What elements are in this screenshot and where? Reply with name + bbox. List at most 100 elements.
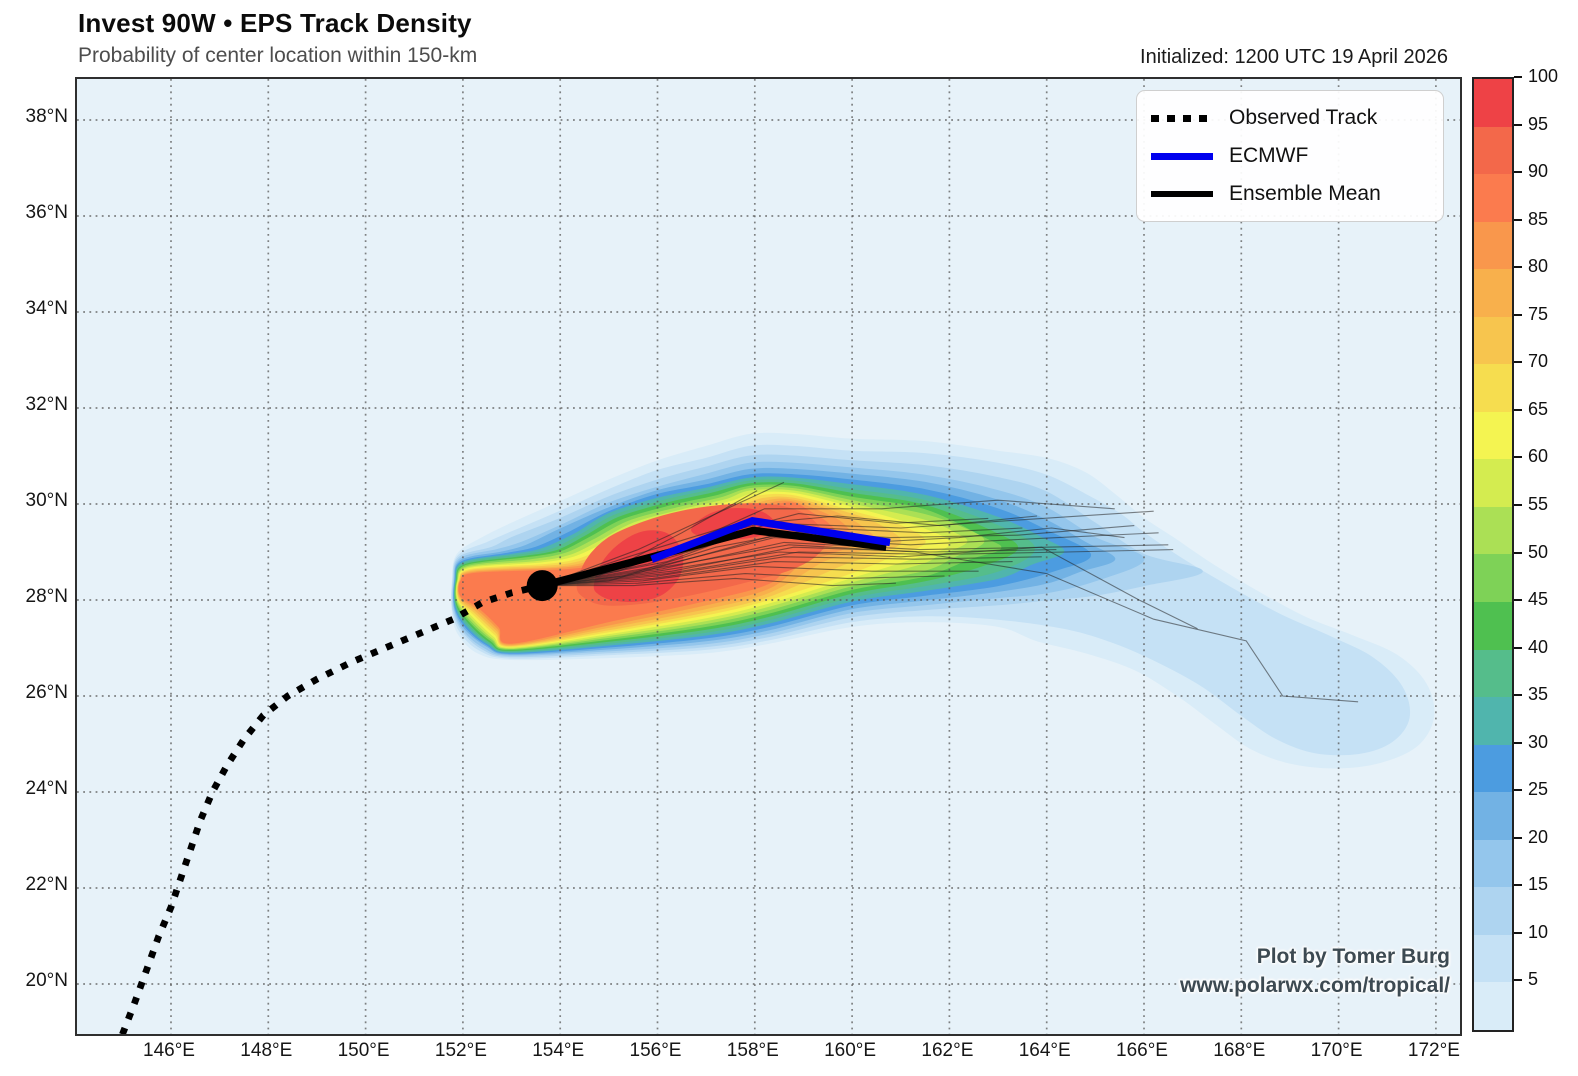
- x-axis-tick-label: 158°E: [726, 1040, 779, 1061]
- x-axis-tick-label: 154°E: [532, 1040, 585, 1061]
- y-axis-tick-label: 20°N: [25, 970, 68, 991]
- x-axis-tick-label: 170°E: [1310, 1040, 1363, 1061]
- attribution: Plot by Tomer Burg www.polarwx.com/tropi…: [1180, 942, 1450, 1000]
- colorbar-segment: [1474, 887, 1512, 935]
- observed-track-line-icon: [1151, 114, 1213, 122]
- colorbar-tick-label: 40: [1528, 636, 1549, 657]
- colorbar-tick: [1514, 741, 1522, 744]
- x-axis-tick-label: 148°E: [240, 1040, 293, 1061]
- colorbar-tick-label: 5: [1528, 969, 1539, 990]
- colorbar-segment: [1474, 411, 1512, 460]
- colorbar-segment: [1474, 744, 1512, 793]
- initialization-timestamp: Initialized: 1200 UTC 19 April 2026: [1140, 46, 1448, 68]
- colorbar-segment: [1474, 934, 1512, 983]
- page-subtitle: Probability of center location within 15…: [78, 44, 478, 67]
- colorbar-tick: [1514, 646, 1522, 649]
- x-axis-tick-label: 164°E: [1018, 1040, 1071, 1061]
- ensemble-member-track: [542, 549, 1174, 587]
- ensemble-member-track: [542, 515, 1038, 587]
- colorbar-tick: [1514, 408, 1522, 411]
- ecmwf-line-icon: [1151, 152, 1213, 160]
- colorbar-tick-label: 75: [1528, 303, 1549, 324]
- page-title: Invest 90W • EPS Track Density: [78, 8, 472, 38]
- track-density-chart: [77, 79, 1460, 1034]
- ensemble-member-track: [542, 565, 979, 587]
- x-axis-tick-label: 172°E: [1407, 1040, 1460, 1061]
- y-axis-tick-label: 32°N: [25, 394, 68, 415]
- observed-track-line: [119, 582, 543, 1034]
- ensemble-member-track: [542, 510, 1154, 587]
- colorbar-tick: [1514, 694, 1522, 697]
- legend-item-ecmwf: ECMWF: [1151, 137, 1429, 175]
- x-axis-tick-label: 160°E: [824, 1040, 877, 1061]
- colorbar-tick: [1514, 979, 1522, 982]
- colorbar-tick-label: 55: [1528, 493, 1549, 514]
- y-axis-tick-label: 24°N: [25, 778, 68, 799]
- legend: Observed Track ECMWF Ensemble Mean: [1136, 90, 1444, 222]
- colorbar-segment: [1474, 554, 1512, 603]
- probability-colorbar: [1472, 77, 1514, 1032]
- x-axis-tick-label: 162°E: [921, 1040, 974, 1061]
- colorbar-segment: [1474, 174, 1512, 222]
- colorbar-tick: [1514, 123, 1522, 126]
- colorbar-tick: [1514, 503, 1522, 506]
- x-axis-tick-label: 166°E: [1116, 1040, 1168, 1061]
- colorbar-tick-label: 50: [1528, 541, 1549, 562]
- colorbar-tick-label: 95: [1528, 113, 1549, 134]
- colorbar-tick-label: 30: [1528, 731, 1549, 752]
- colorbar-tick: [1514, 551, 1522, 554]
- ensemble-member-track: [542, 573, 945, 587]
- colorbar-tick-label: 85: [1528, 208, 1549, 229]
- colorbar-tick: [1514, 266, 1522, 269]
- colorbar-segment: [1474, 269, 1512, 317]
- legend-label: ECMWF: [1229, 144, 1309, 167]
- attribution-author: Plot by Tomer Burg: [1256, 945, 1450, 968]
- colorbar-tick-label: 80: [1528, 256, 1549, 277]
- colorbar-segment: [1474, 221, 1512, 270]
- attribution-url: www.polarwx.com/tropical/: [1180, 974, 1450, 997]
- colorbar-tick: [1514, 836, 1522, 839]
- colorbar-segment: [1474, 126, 1512, 175]
- colorbar-segment: [1474, 506, 1512, 555]
- y-axis-tick-label: 30°N: [25, 490, 68, 511]
- colorbar-segment: [1474, 697, 1512, 745]
- colorbar-tick: [1514, 789, 1522, 792]
- colorbar-tick-label: 65: [1528, 398, 1549, 419]
- ecmwf-line: [650, 516, 891, 563]
- colorbar-tick-label: 45: [1528, 589, 1549, 610]
- colorbar-tick: [1514, 171, 1522, 174]
- colorbar-tick: [1514, 313, 1522, 316]
- y-axis-tick-label: 38°N: [25, 106, 68, 127]
- colorbar-segment: [1474, 602, 1512, 650]
- colorbar-tick: [1514, 599, 1522, 602]
- colorbar-tick-label: 35: [1528, 684, 1549, 705]
- colorbar-tick-label: 90: [1528, 161, 1549, 182]
- legend-item-observed: Observed Track: [1151, 99, 1429, 137]
- y-axis-tick-label: 26°N: [25, 682, 68, 703]
- colorbar-segment: [1474, 792, 1512, 840]
- colorbar-segment: [1474, 364, 1512, 412]
- y-axis-tick-label: 28°N: [25, 586, 68, 607]
- colorbar-tick: [1514, 218, 1522, 221]
- legend-label: Ensemble Mean: [1229, 182, 1381, 205]
- colorbar-tick-label: 70: [1528, 351, 1549, 372]
- colorbar-tick: [1514, 931, 1522, 934]
- colorbar-tick-label: 100: [1528, 66, 1559, 86]
- colorbar-segment: [1474, 649, 1512, 698]
- ensemble-member-track: [542, 577, 896, 587]
- colorbar-tick: [1514, 456, 1522, 459]
- colorbar-segment: [1474, 459, 1512, 507]
- ensemble-member-track: [542, 546, 1198, 630]
- x-axis-tick-label: 168°E: [1213, 1040, 1266, 1061]
- x-axis-tick-label: 146°E: [143, 1040, 195, 1061]
- colorbar-tick: [1514, 884, 1522, 887]
- colorbar-segment: [1474, 982, 1512, 1030]
- legend-label: Observed Track: [1229, 106, 1378, 129]
- current-position-dot: [526, 570, 558, 602]
- x-axis-tick-label: 150°E: [337, 1040, 390, 1061]
- legend-item-ensemble-mean: Ensemble Mean: [1151, 175, 1429, 213]
- y-axis-tick-label: 34°N: [25, 298, 68, 319]
- ensemble-mean-line: [541, 526, 887, 590]
- x-axis-tick-label: 156°E: [629, 1040, 682, 1061]
